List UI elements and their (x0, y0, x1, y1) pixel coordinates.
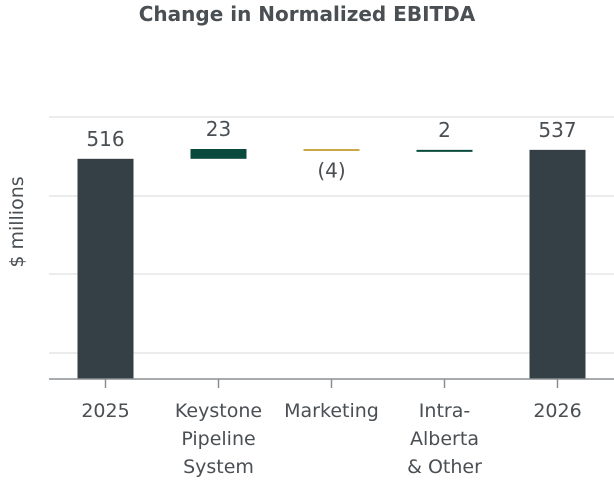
x-tick-label-1-0: Keystone (175, 400, 262, 422)
bar-0 (77, 158, 134, 379)
x-tick-label-4-0: 2026 (533, 400, 581, 422)
gridlines (49, 116, 614, 354)
data-label-0: 516 (86, 127, 124, 151)
bar-4 (529, 149, 586, 379)
x-tick-label-3-0: Intra- (419, 400, 470, 422)
chart-title: Change in Normalized EBITDA (138, 2, 476, 26)
x-axis (49, 378, 614, 388)
data-label-1: 23 (206, 117, 231, 141)
labels: 516 2025 23 Keystone Pipeline System (4) Market… (81, 117, 581, 478)
bar-2 (303, 149, 360, 151)
x-tick-label-1-2: System (183, 456, 254, 478)
x-tick-label-3-1: Alberta (410, 428, 479, 450)
x-tick-label-1-1: Pipeline (181, 428, 255, 450)
x-tick-label-0-0: 2025 (81, 400, 129, 422)
x-tick-label-2-0: Marketing (284, 400, 379, 422)
data-label-3: 2 (438, 118, 451, 142)
bars (77, 149, 586, 379)
bar-3 (416, 149, 473, 152)
data-label-2: (4) (317, 159, 345, 183)
data-label-4: 537 (538, 118, 576, 142)
x-tick-label-3-2: & Other (407, 456, 482, 478)
bar-1 (190, 149, 247, 159)
